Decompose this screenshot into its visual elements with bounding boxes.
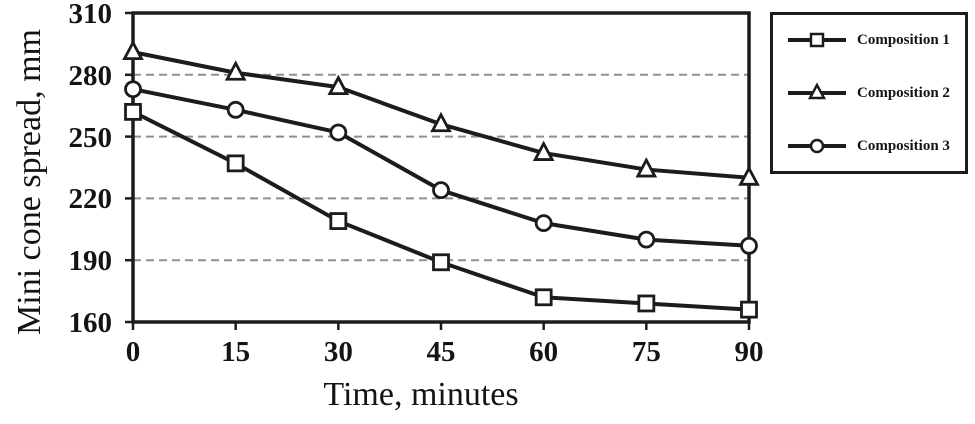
x-tick-label: 15 <box>221 336 251 368</box>
circle-marker <box>534 214 553 233</box>
legend: Composition 1 Composition 2 Composition … <box>770 12 968 174</box>
square-marker <box>329 212 348 230</box>
y-tick-label: 310 <box>68 0 113 30</box>
triangle-marker <box>738 165 760 186</box>
triangle-marker <box>224 60 247 81</box>
circle-marker <box>740 236 758 255</box>
circle-marker <box>432 181 450 200</box>
x-tick-label: 60 <box>529 336 559 368</box>
x-tick-label: 30 <box>323 336 353 368</box>
x-tick-label: 45 <box>426 336 456 368</box>
y-tick-label: 250 <box>68 121 113 154</box>
triangle-marker <box>807 82 827 100</box>
triangle-marker-sample-icon <box>788 82 846 100</box>
square-marker <box>809 32 825 48</box>
y-tick-label: 160 <box>68 307 113 339</box>
x-tick-label: 90 <box>734 336 764 368</box>
series-line-composition-1 <box>131 109 751 312</box>
circle-marker-sample-icon <box>788 138 846 154</box>
legend-entry-composition-1: Composition 1 <box>786 28 959 52</box>
y-tick-label: 190 <box>68 245 113 278</box>
circle-marker <box>329 123 348 142</box>
square-marker <box>637 294 656 313</box>
legend-label: Composition 3 <box>857 137 950 154</box>
legend-entry-composition-3: Composition 3 <box>786 134 959 158</box>
legend-label: Composition 2 <box>857 84 950 101</box>
x-tick-label: 0 <box>125 336 141 368</box>
square-marker <box>124 102 142 121</box>
square-marker <box>226 154 245 173</box>
circle-marker <box>637 230 656 249</box>
circle-marker <box>226 100 245 119</box>
triangle-marker <box>532 140 555 161</box>
triangle-marker <box>327 74 350 96</box>
triangle-marker <box>635 157 658 178</box>
x-axis-title: Time, minutes <box>323 376 519 413</box>
square-marker <box>740 300 758 319</box>
legend-entry-composition-2: Composition 2 <box>786 81 959 105</box>
x-tick-label: 75 <box>631 336 661 368</box>
square-marker <box>432 253 450 272</box>
plot-frame <box>131 11 751 324</box>
square-marker <box>534 288 553 307</box>
y-tick-label: 220 <box>68 183 113 216</box>
y-tick-label: 280 <box>68 59 113 92</box>
circle-marker <box>124 80 142 99</box>
legend-label: Composition 1 <box>857 31 950 48</box>
triangle-marker <box>122 39 144 61</box>
triangle-marker <box>430 111 452 133</box>
square-marker-sample-icon <box>788 32 846 48</box>
circle-marker <box>809 138 825 154</box>
